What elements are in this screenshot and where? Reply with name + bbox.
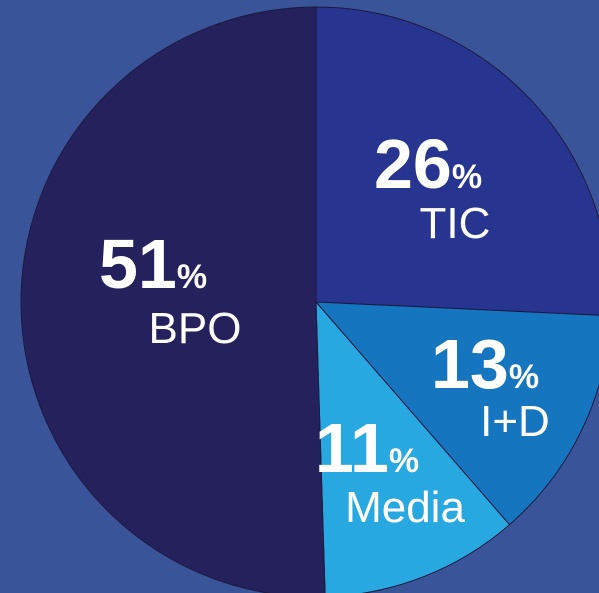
value-label: 11% (315, 409, 419, 487)
pie-slice (315, 6, 599, 316)
value-label: 13% (431, 325, 539, 403)
pie-slice (20, 6, 326, 593)
slice-label: TIC (420, 199, 491, 248)
slice-label: BPO (149, 304, 242, 353)
value-label: 26% (374, 125, 482, 203)
pie-slice (315, 300, 511, 593)
value-label: 51% (99, 225, 207, 303)
slice-label: Media (345, 483, 465, 532)
pie-slice (314, 301, 599, 526)
slice-label: I+D (480, 397, 550, 446)
